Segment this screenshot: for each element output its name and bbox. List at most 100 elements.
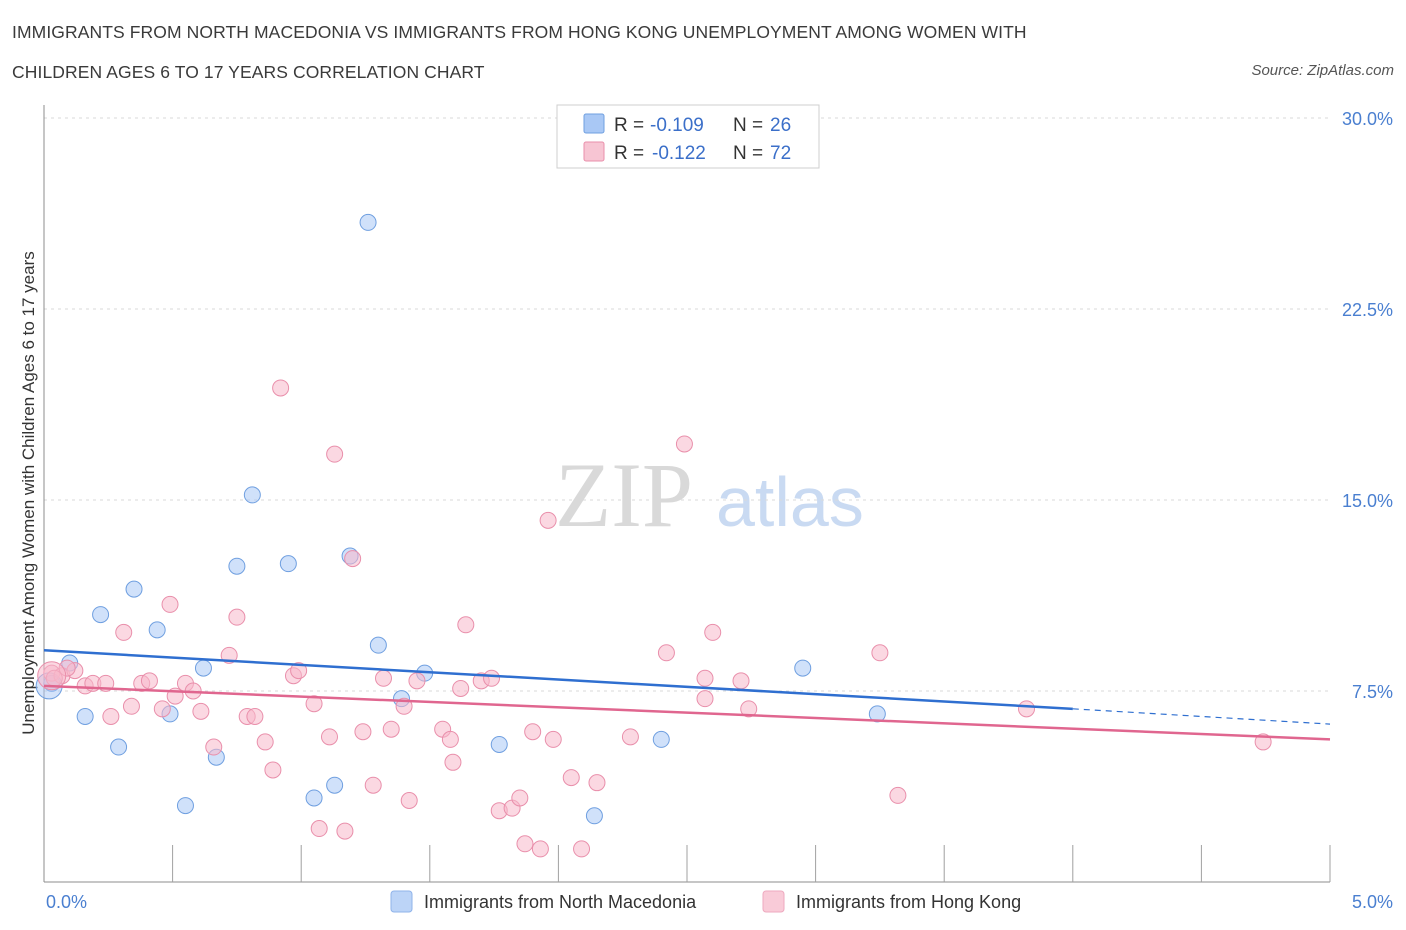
watermark-zip: ZIP	[555, 444, 693, 546]
y-tick-label: 7.5%	[1352, 682, 1393, 702]
hong-kong-point	[621, 728, 639, 746]
north-macedonia-point	[794, 659, 812, 677]
bottom-legend-label-hong-kong: Immigrants from Hong Kong	[796, 892, 1021, 912]
north-macedonia-point	[369, 636, 387, 654]
hong-kong-point	[696, 690, 714, 708]
hong-kong-point	[511, 789, 529, 807]
bottom-legend-swatch-north-macedonia	[390, 890, 413, 913]
hong-kong-point	[310, 820, 328, 838]
x-axis-ticks	[172, 845, 1331, 882]
hong-kong-point	[408, 672, 426, 690]
y-tick-label: 15.0%	[1342, 491, 1393, 511]
bottom-legend-swatch-hong-kong	[762, 890, 785, 913]
hong-kong-point	[122, 697, 140, 715]
hong-kong-point	[441, 730, 459, 748]
hong-kong-point	[246, 707, 264, 725]
x-tick-label-min: 0.0%	[46, 892, 87, 912]
hong-kong-point	[544, 730, 562, 748]
hong-kong-point	[1018, 700, 1036, 718]
north-macedonia-point	[92, 606, 110, 624]
hong-kong-point	[573, 840, 591, 858]
hong-kong-point	[516, 835, 534, 853]
north-macedonia-point	[490, 735, 508, 753]
hong-kong-point	[140, 672, 158, 690]
hong-kong-point-cluster	[37, 661, 67, 691]
north-macedonia-point	[585, 807, 603, 825]
x-tick-label-max: 5.0%	[1352, 892, 1393, 912]
correlation-legend: R = -0.109 N = 26 R = -0.122 N = 72	[556, 104, 820, 169]
hong-kong-point	[732, 672, 750, 690]
hong-kong-point	[696, 669, 714, 687]
hong-kong-point	[256, 733, 274, 751]
north-macedonia-point	[228, 557, 246, 575]
y-axis-title: Unemployment Among Women with Children A…	[19, 251, 38, 735]
series-legend: Immigrants from North Macedonia Immigran…	[390, 890, 1021, 913]
bottom-legend-label-north-macedonia: Immigrants from North Macedonia	[424, 892, 697, 912]
north-macedonia-point	[148, 621, 166, 639]
hong-kong-point	[205, 738, 223, 756]
trend-line-north-macedonia-extension	[1072, 708, 1331, 725]
series-hong-kong-points	[37, 379, 1272, 858]
hong-kong-point	[228, 608, 246, 626]
legend-n-label-2: N =	[733, 143, 763, 164]
hong-kong-point	[153, 700, 171, 718]
hong-kong-point	[115, 623, 133, 641]
legend-r-label-2: R =	[614, 143, 644, 164]
legend-r-value-1: -0.109	[650, 115, 704, 136]
hong-kong-point	[102, 707, 120, 725]
north-macedonia-point	[359, 213, 377, 231]
hong-kong-point	[264, 761, 282, 779]
hong-kong-point	[889, 786, 907, 804]
chart-title-line2: CHILDREN AGES 6 TO 17 YEARS CORRELATION …	[12, 62, 485, 82]
hong-kong-point	[740, 700, 758, 718]
hong-kong-point	[320, 728, 338, 746]
north-macedonia-point	[243, 486, 261, 504]
hong-kong-point	[161, 595, 179, 613]
legend-n-value-2: 72	[770, 143, 791, 164]
hong-kong-point	[524, 723, 542, 741]
trend-lines	[43, 649, 1331, 741]
legend-n-value-1: 26	[770, 115, 791, 136]
hong-kong-point	[675, 435, 693, 453]
hong-kong-point	[539, 511, 557, 529]
hong-kong-point	[444, 753, 462, 771]
hong-kong-point	[375, 669, 393, 687]
hong-kong-point	[704, 623, 722, 641]
north-macedonia-point	[110, 738, 128, 756]
y-tick-label: 30.0%	[1342, 109, 1393, 129]
y-tick-label: 22.5%	[1342, 300, 1393, 320]
hong-kong-point	[272, 379, 290, 397]
trend-line-hong-kong	[43, 684, 1331, 741]
north-macedonia-point	[868, 705, 886, 723]
hong-kong-point	[192, 702, 210, 720]
legend-r-value-2: -0.122	[652, 143, 706, 164]
hong-kong-point	[657, 644, 675, 662]
north-macedonia-point	[305, 789, 323, 807]
north-macedonia-point	[279, 555, 297, 573]
legend-r-label-1: R =	[614, 115, 644, 136]
hong-kong-point	[483, 669, 501, 687]
hong-kong-point	[382, 720, 400, 738]
trend-line-north-macedonia	[43, 649, 1073, 711]
legend-swatch-hong-kong	[583, 141, 605, 162]
chart-title-line1: IMMIGRANTS FROM NORTH MACEDONIA VS IMMIG…	[12, 22, 1027, 42]
hong-kong-point	[344, 550, 362, 568]
hong-kong-point	[336, 822, 354, 840]
north-macedonia-point	[125, 580, 143, 598]
legend-swatch-north-macedonia	[583, 113, 605, 134]
legend-n-label-1: N =	[733, 115, 763, 136]
source-label: Source: ZipAtlas.com	[1251, 62, 1394, 79]
watermark-atlas: atlas	[716, 463, 864, 541]
hong-kong-point	[562, 769, 580, 787]
hong-kong-point	[457, 616, 475, 634]
hong-kong-point	[326, 445, 344, 463]
hong-kong-point	[588, 774, 606, 792]
north-macedonia-point	[326, 776, 344, 794]
hong-kong-point	[354, 723, 372, 741]
y-tick-labels: 7.5% 15.0% 22.5% 30.0%	[1342, 109, 1393, 702]
hong-kong-point	[290, 662, 308, 680]
hong-kong-point	[531, 840, 549, 858]
north-macedonia-point	[194, 659, 212, 677]
hong-kong-point	[364, 776, 382, 794]
north-macedonia-point	[76, 707, 94, 725]
